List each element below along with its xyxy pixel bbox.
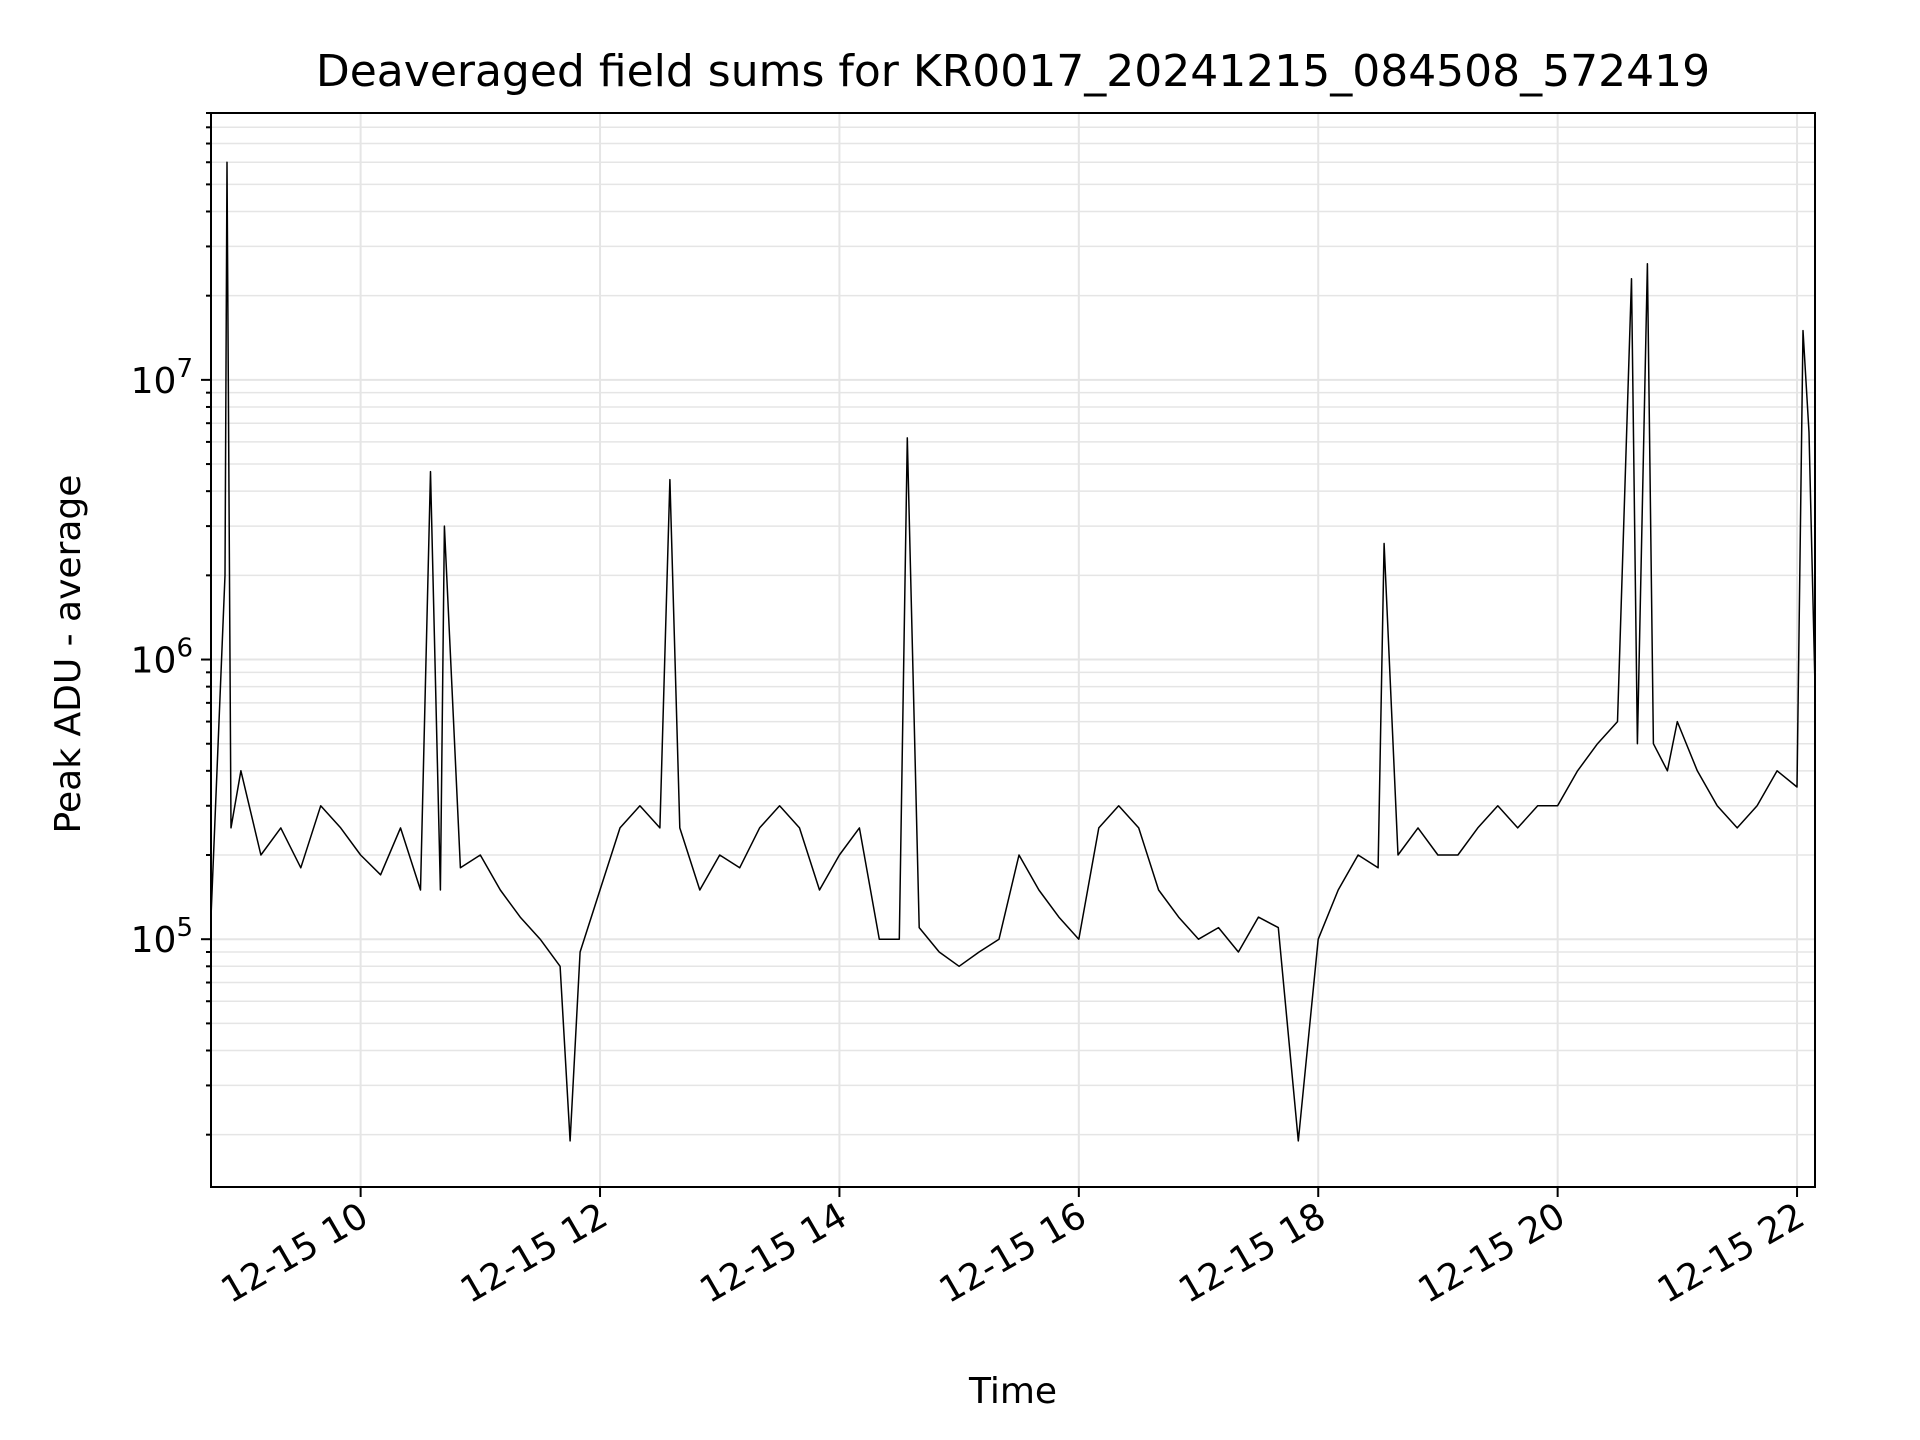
series-line	[210, 161, 1816, 1142]
chart-title: Deaveraged field sums for KR0017_2024121…	[316, 46, 1710, 97]
y-axis: 105 106 107	[131, 112, 211, 1136]
plot-frame	[210, 112, 1816, 1188]
x-axis-label: Time	[968, 1371, 1057, 1412]
y-axis-label: Peak ADU - average	[48, 475, 89, 834]
y-tick-label: 105	[131, 913, 193, 961]
grid	[211, 112, 1815, 1187]
series-group	[210, 161, 1816, 1142]
y-tick-label: 106	[131, 634, 193, 682]
y-tick-label: 107	[131, 354, 193, 402]
